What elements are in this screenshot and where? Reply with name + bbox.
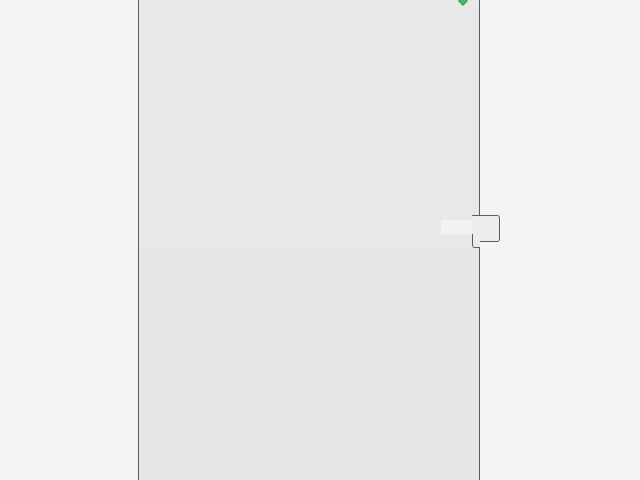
panel-surface (139, 0, 479, 480)
green-diamond-icon (458, 0, 468, 6)
drawer-panel (138, 0, 480, 480)
drawer-handle-highlight (441, 220, 475, 235)
drawer-handle-notch[interactable] (472, 234, 480, 248)
